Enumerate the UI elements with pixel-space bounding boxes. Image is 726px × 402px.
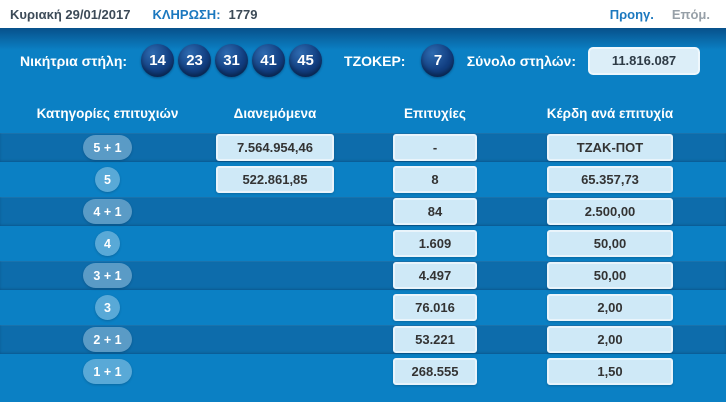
category-badge: 3 (95, 295, 120, 320)
prize-cell: 65.357,73 (535, 166, 685, 193)
draw-navigation: Προηγ. Επόμ. (610, 7, 710, 22)
table-row: 4 1.609 50,00 (0, 229, 726, 258)
prize-cell: 50,00 (535, 230, 685, 257)
table-row: 5 + 1 7.564.954,46 - ΤΖΑΚ-ΠΟΤ (0, 133, 726, 162)
wins-value: 4.497 (393, 262, 477, 289)
category-cell: 3 + 1 (0, 263, 215, 288)
header-prize-per-win: Κέρδη ανά επιτυχία (546, 105, 674, 121)
prize-table-header: Κατηγορίες επιτυχιών Διανεμόμενα Επιτυχί… (0, 97, 726, 129)
wins-value: 53.221 (393, 326, 477, 353)
prize-value: ΤΖΑΚ-ΠΟΤ (547, 134, 673, 161)
winning-numbers: 14 23 31 41 45 (141, 44, 323, 77)
winning-number-ball: 23 (178, 44, 212, 77)
results-panel: Νικήτρια στήλη: 14 23 31 41 45 ΤΖΟΚΕΡ: 7 Σύν… (0, 28, 726, 402)
prize-value: 65.357,73 (547, 166, 673, 193)
prize-table-body: 5 + 1 7.564.954,46 - ΤΖΑΚ-ΠΟΤ 5 522.861,85 8 65… (0, 133, 726, 386)
category-cell: 4 + 1 (0, 199, 215, 224)
total-columns-value: 11.816.087 (588, 46, 700, 75)
table-row: 3 + 1 4.497 50,00 (0, 261, 726, 290)
header-distributed: Διανεμόμενα (233, 105, 317, 121)
winning-number-ball: 45 (289, 44, 323, 77)
previous-draw-link[interactable]: Προηγ. (609, 6, 654, 22)
table-row: 1 + 1 268.555 1,50 (0, 357, 726, 386)
joker-ball: 7 (421, 44, 455, 77)
category-cell: 2 + 1 (0, 327, 215, 352)
wins-cell: - (335, 134, 535, 161)
total-columns-label: Σύνολο στηλών: (466, 52, 576, 69)
category-cell: 1 + 1 (0, 359, 215, 384)
distributed-value: 7.564.954,46 (216, 134, 334, 161)
prize-value: 50,00 (547, 230, 673, 257)
draw-label: ΚΛΗΡΩΣΗ: (152, 6, 221, 22)
wins-value: - (393, 134, 477, 161)
prize-cell: 50,00 (535, 262, 685, 289)
header-categories: Κατηγορίες επιτυχιών (36, 105, 179, 121)
category-badge: 2 + 1 (83, 327, 132, 352)
draw-number: 1779 (228, 6, 258, 22)
prize-value: 50,00 (547, 262, 673, 289)
prize-cell: 1,50 (535, 358, 685, 385)
category-cell: 5 + 1 (0, 135, 215, 160)
wins-value: 8 (393, 166, 477, 193)
winning-number-ball: 41 (252, 44, 286, 77)
distributed-cell: 522.861,85 (215, 166, 335, 193)
draw-date: Κυριακή 29/01/2017 (10, 6, 131, 22)
winning-numbers-row: Νικήτρια στήλη: 14 23 31 41 45 ΤΖΟΚΕΡ: 7 Σύν… (0, 28, 726, 77)
prize-cell: 2.500,00 (535, 198, 685, 225)
prize-cell: ΤΖΑΚ-ΠΟΤ (535, 134, 685, 161)
category-badge: 4 + 1 (83, 199, 132, 224)
winning-number-ball: 31 (215, 44, 249, 77)
category-badge: 3 + 1 (83, 263, 132, 288)
category-cell: 5 (0, 167, 215, 192)
wins-value: 84 (393, 198, 477, 225)
table-row: 3 76.016 2,00 (0, 293, 726, 322)
category-badge: 1 + 1 (83, 359, 132, 384)
category-cell: 3 (0, 295, 215, 320)
next-draw-link[interactable]: Επόμ. (671, 6, 710, 22)
distributed-cell: 7.564.954,46 (215, 134, 335, 161)
wins-cell: 1.609 (335, 230, 535, 257)
prize-cell: 2,00 (535, 326, 685, 353)
wins-value: 76.016 (393, 294, 477, 321)
prize-value: 1,50 (547, 358, 673, 385)
winning-column-label: Νικήτρια στήλη: (20, 52, 128, 69)
wins-cell: 76.016 (335, 294, 535, 321)
table-row: 5 522.861,85 8 65.357,73 (0, 165, 726, 194)
draw-info: Κυριακή 29/01/2017 ΚΛΗΡΩΣΗ: 1779 (10, 7, 257, 22)
wins-cell: 84 (335, 198, 535, 225)
distributed-value: 522.861,85 (216, 166, 334, 193)
table-row: 4 + 1 84 2.500,00 (0, 197, 726, 226)
wins-cell: 53.221 (335, 326, 535, 353)
prize-value: 2.500,00 (547, 198, 673, 225)
category-cell: 4 (0, 231, 215, 256)
header-wins: Επιτυχίες (404, 105, 466, 121)
total-columns-group: Σύνολο στηλών: 11.816.087 (466, 46, 700, 75)
wins-cell: 4.497 (335, 262, 535, 289)
wins-value: 1.609 (393, 230, 477, 257)
table-row: 2 + 1 53.221 2,00 (0, 325, 726, 354)
prize-value: 2,00 (547, 294, 673, 321)
wins-cell: 268.555 (335, 358, 535, 385)
prize-value: 2,00 (547, 326, 673, 353)
topbar: Κυριακή 29/01/2017 ΚΛΗΡΩΣΗ: 1779 Προηγ. … (0, 0, 726, 28)
category-badge: 5 (95, 167, 120, 192)
winning-number-ball: 14 (141, 44, 175, 77)
category-badge: 4 (95, 231, 120, 256)
category-badge: 5 + 1 (83, 135, 132, 160)
joker-label: ΤΖΟΚΕΡ: (344, 52, 406, 69)
prize-cell: 2,00 (535, 294, 685, 321)
wins-cell: 8 (335, 166, 535, 193)
wins-value: 268.555 (393, 358, 477, 385)
